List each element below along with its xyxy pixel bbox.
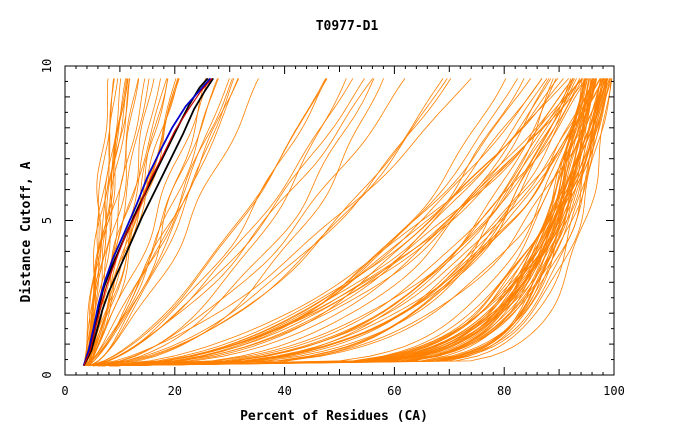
model-curve	[109, 78, 607, 367]
axis-ticks: 0 20 40 60 80 100 0 5 10	[40, 59, 625, 398]
y-axis-label: Distance Cutoff, A	[19, 161, 34, 302]
model-curve	[87, 78, 219, 367]
model-curve	[93, 78, 444, 367]
model-curve	[98, 78, 525, 367]
model-curve	[89, 78, 374, 367]
model-curve	[97, 78, 519, 367]
model-curve	[88, 78, 233, 366]
model-curve	[93, 78, 507, 367]
model-curve	[109, 78, 608, 367]
model-curve	[88, 78, 472, 367]
model-curve	[115, 78, 588, 367]
model-curve	[112, 78, 597, 367]
model-curve	[87, 78, 326, 367]
model-curve	[86, 78, 169, 366]
y-tick-label: 5	[40, 217, 54, 224]
model-curve	[102, 78, 581, 367]
model-curve	[97, 78, 548, 367]
model-curve	[102, 78, 581, 367]
x-tick-label: 80	[497, 384, 511, 398]
model-curve	[112, 78, 586, 367]
model-curve	[88, 78, 155, 366]
model-curve	[103, 78, 557, 367]
model-curve	[112, 78, 608, 367]
x-axis-label: Percent of Residues (CA)	[240, 409, 428, 424]
model-curve	[93, 78, 406, 367]
model-curve	[115, 78, 607, 367]
model-curve	[113, 78, 594, 367]
model-curve	[87, 78, 327, 367]
model-curve	[114, 78, 593, 367]
model-curve	[93, 78, 574, 367]
model-curve	[86, 78, 218, 366]
model-curve	[86, 78, 129, 366]
y-tick-label: 10	[40, 59, 54, 73]
model-curve	[102, 78, 583, 367]
model-curve	[103, 78, 574, 367]
model-curve	[114, 78, 592, 367]
x-tick-label: 40	[277, 384, 291, 398]
chart-title: T0977-D1	[316, 19, 379, 34]
model-curve	[113, 78, 593, 367]
model-curve	[110, 78, 604, 367]
model-curve	[97, 78, 564, 367]
model-curve	[92, 78, 375, 367]
model-curve	[111, 78, 596, 367]
model-curve	[85, 78, 230, 367]
model-curve	[112, 78, 606, 367]
model-curve	[114, 78, 605, 367]
model-curve	[111, 78, 602, 367]
model-curve	[98, 78, 588, 367]
model-curve	[89, 78, 169, 366]
model-curve	[87, 78, 452, 367]
highlight-curve-black-1	[82, 77, 214, 367]
model-curve	[109, 78, 595, 367]
model-curve	[87, 78, 130, 366]
plot-frame	[64, 65, 615, 376]
highlight-curve-red-3	[83, 78, 213, 366]
model-curve	[89, 78, 354, 367]
model-curve	[85, 78, 119, 366]
x-tick-label: 60	[387, 384, 401, 398]
highlight-curve-blue-2	[82, 77, 212, 366]
model-curve	[87, 78, 240, 366]
x-tick-label: 0	[61, 384, 68, 398]
model-curve	[100, 78, 550, 367]
model-curve	[114, 78, 612, 367]
model-curve	[88, 78, 328, 367]
model-curve	[94, 78, 552, 367]
model-curve	[88, 78, 140, 366]
model-curve	[115, 78, 612, 367]
model-curve	[85, 78, 210, 366]
model-curve	[109, 78, 587, 367]
model-curve	[114, 78, 595, 367]
model-curve	[87, 78, 448, 367]
model-curve	[112, 78, 588, 367]
y-tick-label: 0	[40, 371, 54, 378]
model-curve	[97, 78, 575, 367]
model-curve	[108, 78, 611, 367]
model-curve	[95, 78, 574, 367]
x-tick-label: 100	[603, 384, 625, 398]
model-curve	[112, 78, 613, 367]
plot-area	[82, 77, 613, 367]
model-curve	[112, 78, 590, 367]
model-curve	[89, 78, 207, 367]
model-curve	[84, 78, 127, 366]
model-curve	[92, 78, 365, 367]
model-curve	[111, 78, 604, 367]
model-curve	[100, 78, 554, 367]
x-tick-label: 20	[168, 384, 182, 398]
model-curve	[112, 78, 583, 367]
model-curve	[87, 78, 239, 367]
model-curve	[90, 78, 259, 367]
model-curve	[90, 78, 235, 367]
